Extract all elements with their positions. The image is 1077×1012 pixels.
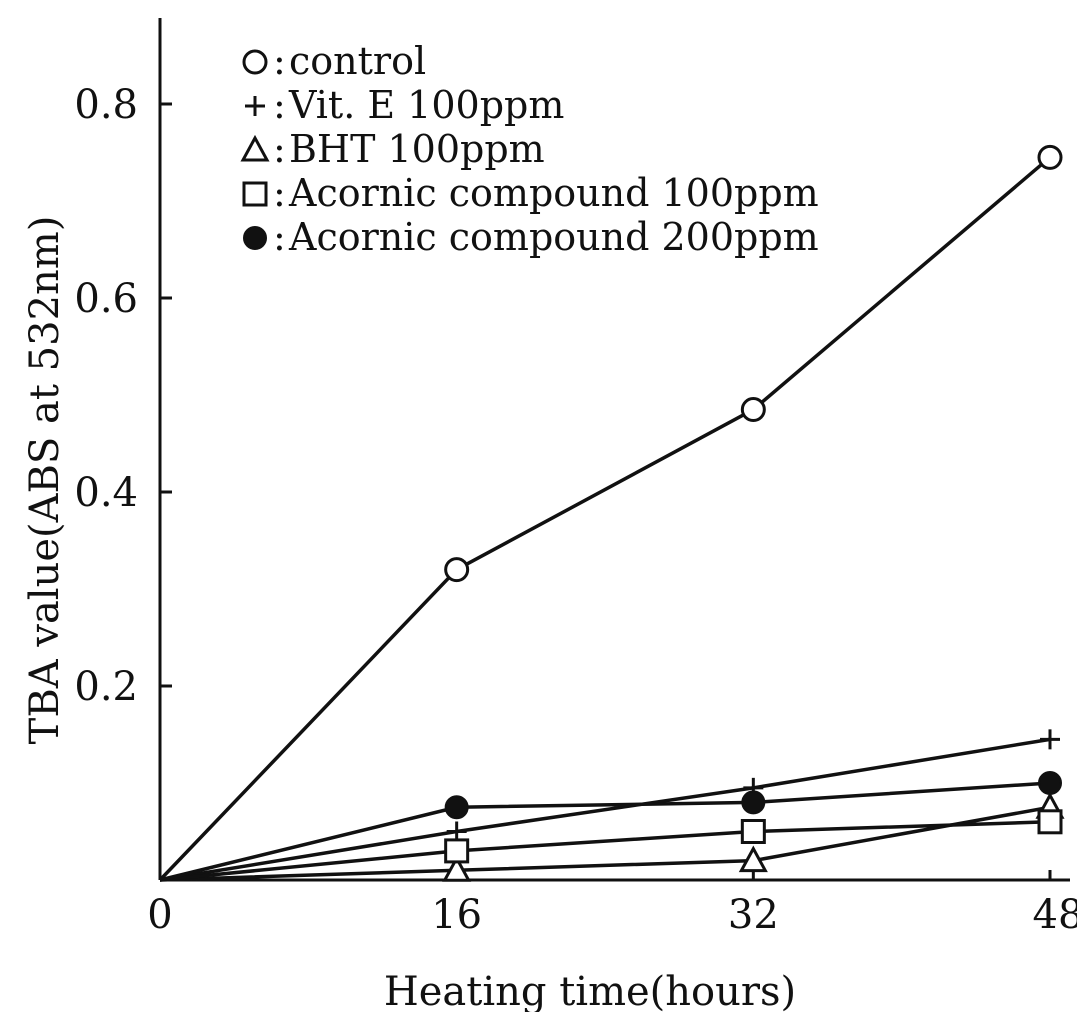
legend-colon: :: [273, 127, 286, 171]
legend-entry: : BHT 100ppm: [240, 127, 545, 171]
legend-label: Vit. E 100ppm: [288, 83, 564, 127]
open-circle-marker: [740, 397, 766, 423]
marker-cross: [446, 821, 467, 842]
filled-circle-marker: [1038, 771, 1062, 795]
y-tick-label: 0.8: [74, 82, 138, 128]
series-line-3: [159, 820, 1051, 882]
series-line-4: [159, 781, 1051, 882]
legend-label: Acornic compound 100ppm: [288, 171, 819, 215]
markers: [442, 144, 1065, 882]
marker-open-square: [242, 181, 268, 207]
x-tick-label: 0: [147, 892, 172, 938]
marker-filled-circle: [741, 790, 766, 815]
open-triangle-marker: [240, 134, 270, 162]
filled-circle-marker: [444, 795, 469, 820]
marker-open-circle: [740, 397, 766, 423]
open-circle-marker: [1037, 144, 1063, 170]
marker-open-triangle: [738, 845, 768, 873]
legend-entry: : Vit. E 100ppm: [245, 83, 564, 127]
marker-open-square: [444, 838, 470, 864]
marker-cross: [1040, 729, 1060, 750]
filled-circle-marker: [243, 226, 267, 250]
legend-colon: :: [273, 39, 286, 83]
x-tick-label: 16: [431, 892, 482, 938]
legend-colon: :: [273, 215, 286, 259]
axes: 0.2 0.4 0.6 0.8 0 16 32 48: [74, 18, 1077, 938]
legend-entry: : control: [242, 39, 426, 83]
y-axis-title: TBA value(ABS at 532nm): [22, 216, 68, 745]
legend-label: BHT 100ppm: [289, 127, 545, 171]
series-lines: [158, 156, 1052, 882]
marker-cross: [245, 96, 265, 116]
legend-colon: :: [273, 83, 286, 127]
legend: : control: Vit. E 100ppm: BHT 100ppm: Acorni…: [240, 39, 819, 259]
marker-open-circle: [242, 49, 268, 75]
open-square-marker: [242, 181, 268, 207]
marker-open-circle: [444, 557, 470, 583]
open-square-marker: [740, 819, 766, 844]
y-tick-label: 0.4: [74, 470, 138, 516]
x-axis-title: Heating time(hours): [384, 969, 796, 1012]
marker-filled-circle: [444, 795, 469, 820]
legend-entry: : Acornic compound 100ppm: [242, 171, 819, 215]
marker-filled-circle: [243, 226, 267, 250]
marker-open-square: [740, 819, 766, 844]
marker-open-triangle: [442, 855, 472, 882]
open-triangle-marker: [738, 845, 768, 873]
y-tick-label: 0.6: [74, 276, 138, 322]
open-triangle-marker: [442, 855, 472, 882]
legend-entry: : Acornic compound 200ppm: [243, 215, 819, 259]
filled-circle-marker: [741, 790, 766, 815]
open-square-marker: [444, 838, 470, 864]
open-circle-marker: [444, 557, 470, 583]
marker-filled-circle: [1038, 771, 1062, 795]
marker-open-square: [1037, 809, 1063, 835]
series-line-0: [158, 156, 1052, 882]
open-circle-marker: [242, 49, 268, 75]
legend-label: control: [289, 39, 426, 83]
x-tick-label: 48: [1033, 892, 1077, 938]
open-square-marker: [1037, 809, 1063, 835]
legend-label: Acornic compound 200ppm: [288, 215, 819, 259]
legend-colon: :: [273, 171, 286, 215]
y-tick-label: 0.2: [74, 664, 138, 710]
series-line-1: [159, 737, 1051, 882]
x-tick-label: 32: [728, 892, 779, 938]
series-line-2: [159, 805, 1051, 882]
marker-open-triangle: [240, 134, 270, 162]
marker-open-circle: [1037, 144, 1063, 170]
